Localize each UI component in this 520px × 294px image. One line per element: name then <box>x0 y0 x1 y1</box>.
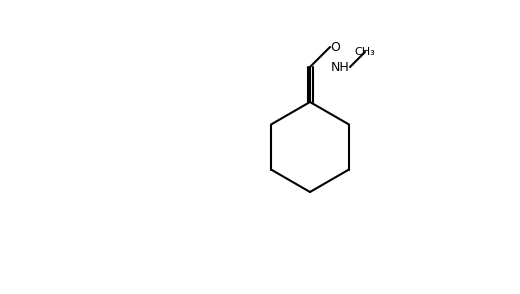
Text: NH: NH <box>331 61 349 74</box>
Text: O: O <box>330 41 340 54</box>
Text: CH₃: CH₃ <box>355 47 375 57</box>
